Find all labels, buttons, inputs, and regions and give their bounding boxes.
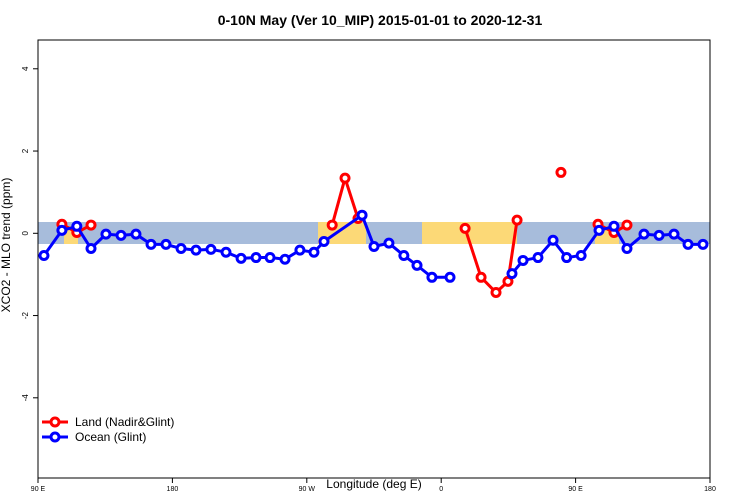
y-tick-label: 4	[21, 66, 30, 71]
data-point	[294, 244, 306, 256]
y-axis-label: XCO2 - MLO trend (ppm)	[0, 178, 13, 313]
data-point	[555, 166, 567, 178]
data-point	[638, 228, 650, 240]
data-point	[575, 250, 587, 262]
data-point	[115, 229, 127, 241]
data-point	[621, 243, 633, 255]
data-point	[279, 253, 291, 265]
x-tick-label: 90 W	[299, 486, 316, 493]
data-point	[318, 236, 330, 248]
y-tick-label: 0	[21, 231, 30, 236]
x-tick-label: 90 E	[568, 486, 583, 493]
data-point	[621, 219, 633, 231]
data-point	[682, 238, 694, 250]
y-tick-label: -4	[21, 394, 30, 402]
data-point	[459, 222, 471, 234]
data-point	[356, 209, 368, 221]
data-point	[593, 224, 605, 236]
data-point	[502, 275, 514, 287]
data-point	[264, 252, 276, 264]
chart-title: 0-10N May (Ver 10_MIP) 2015-01-01 to 202…	[218, 12, 543, 28]
data-point	[100, 228, 112, 240]
data-point	[190, 244, 202, 256]
data-point	[38, 250, 50, 262]
data-point	[697, 238, 709, 250]
data-point	[339, 172, 351, 184]
data-point	[426, 271, 438, 283]
data-point	[56, 224, 68, 236]
data-point	[175, 243, 187, 255]
data-point	[368, 240, 380, 252]
data-point	[205, 243, 217, 255]
data-point	[308, 246, 320, 258]
data-point	[517, 254, 529, 266]
legend-label: Land (Nadir&Glint)	[75, 415, 174, 429]
y-tick-label: -2	[21, 311, 30, 319]
data-point	[444, 271, 456, 283]
data-point	[71, 220, 83, 232]
data-point	[160, 238, 172, 250]
data-point	[220, 246, 232, 258]
data-point	[85, 243, 97, 255]
data-point	[326, 219, 338, 231]
x-tick-label: 0	[439, 486, 443, 493]
data-point	[475, 271, 487, 283]
data-point	[653, 229, 665, 241]
x-tick-label: 90 E	[31, 486, 46, 493]
data-point	[235, 252, 247, 264]
y-tick-label: 2	[21, 148, 30, 153]
data-point	[506, 268, 518, 280]
x-tick-label: 180	[167, 486, 179, 493]
legend-label: Ocean (Glint)	[75, 430, 146, 444]
ocean-band	[38, 222, 710, 244]
data-point	[398, 250, 410, 262]
data-point	[561, 252, 573, 264]
data-point	[668, 228, 680, 240]
legend-marker	[49, 431, 61, 443]
data-point	[250, 252, 262, 264]
data-point	[145, 238, 157, 250]
data-point	[85, 219, 97, 231]
land-patch	[422, 222, 517, 244]
data-point	[511, 214, 523, 226]
data-point	[547, 234, 559, 246]
legend-marker	[49, 416, 61, 428]
x-tick-label: 180	[704, 486, 716, 493]
plot-frame	[37, 39, 711, 479]
data-point	[608, 220, 620, 232]
data-point	[532, 252, 544, 264]
data-point	[411, 259, 423, 271]
data-point	[130, 228, 142, 240]
data-point	[490, 287, 502, 299]
data-point	[383, 237, 395, 249]
x-axis-label: Longitude (deg E)	[326, 477, 421, 491]
